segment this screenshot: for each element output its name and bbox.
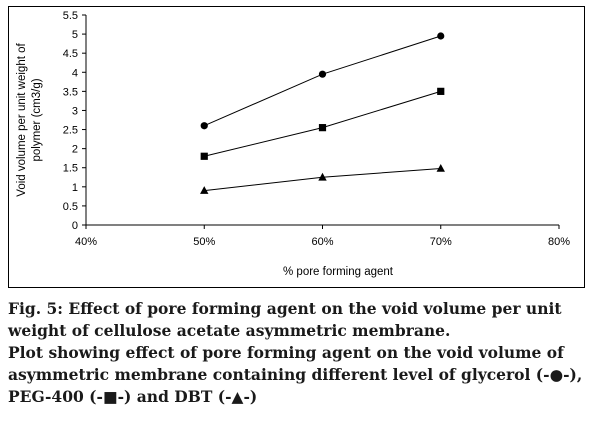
y-axis-label: Void volume per unit weight of polymer (c…: [16, 42, 43, 196]
data-point-square: [200, 152, 208, 160]
caption-line-5: PEG-400 (-■-) and DBT (-▲-): [8, 387, 258, 406]
chart-frame: 0 0.5 1 1.5 2 2.5 3 3.5 4 4.5 5 5.5 40% 50% 60% 70% 80% …: [8, 6, 585, 288]
series-line-circle: [204, 35, 441, 127]
figure-caption: Fig. 5: Effect of pore forming agent on …: [8, 298, 588, 408]
y-tick-label: 4.5: [63, 48, 78, 60]
y-tick-label: 2.5: [63, 125, 78, 137]
data-point-triangle: [200, 186, 209, 194]
data-point-triangle: [436, 163, 445, 172]
x-tick-label: 70%: [430, 236, 452, 248]
x-tick-label: 60%: [311, 236, 333, 248]
data-point-square: [437, 87, 445, 95]
x-axis-label: % pore forming agent: [283, 266, 394, 278]
x-tick-label: 80%: [548, 236, 570, 248]
y-tick-label: 3: [72, 105, 78, 117]
y-tick-label: 1.5: [63, 163, 78, 175]
y-axis-label-line: polymer (cm3/g): [31, 78, 43, 161]
y-tick-label: 2: [72, 144, 78, 156]
data-point-circle: [318, 70, 327, 78]
data-point-triangle: [318, 172, 327, 181]
y-axis-label-line: Void volume per unit weight of: [16, 42, 28, 196]
tick-labels: 0 0.5 1 1.5 2 2.5 3 3.5 4 4.5 5 5.5 40% 50% 60% 70% 80%: [63, 10, 571, 248]
series-lines: [204, 35, 441, 192]
caption-line-4: asymmetric membrane containing different…: [8, 365, 583, 384]
y-tick-label: 5.5: [63, 10, 78, 22]
x-tick-label: 40%: [75, 236, 97, 248]
series-markers: [200, 32, 445, 194]
data-point-circle: [437, 32, 445, 40]
y-tick-label: 1: [72, 182, 78, 194]
y-tick-label: 0: [72, 220, 78, 232]
y-tick-label: 3.5: [63, 86, 78, 98]
data-point-circle: [200, 122, 208, 130]
caption-line-2: weight of cellulose acetate asymmetric m…: [8, 321, 451, 340]
y-tick-label: 5: [72, 29, 78, 41]
y-tick-label: 4: [72, 67, 78, 79]
y-tick-label: 0.5: [63, 201, 78, 213]
caption-line-3: Plot showing effect of pore forming agen…: [8, 343, 564, 362]
line-chart: 00.511.522.533.544.555.540% 50% 60% 70% 80% …: [16, 10, 571, 278]
x-tick-label: 50%: [193, 236, 215, 248]
caption-line-1: Fig. 5: Effect of pore forming agent on …: [8, 299, 562, 318]
axes: [82, 14, 560, 229]
series-line-square: [204, 90, 441, 157]
data-point-square: [318, 124, 327, 132]
